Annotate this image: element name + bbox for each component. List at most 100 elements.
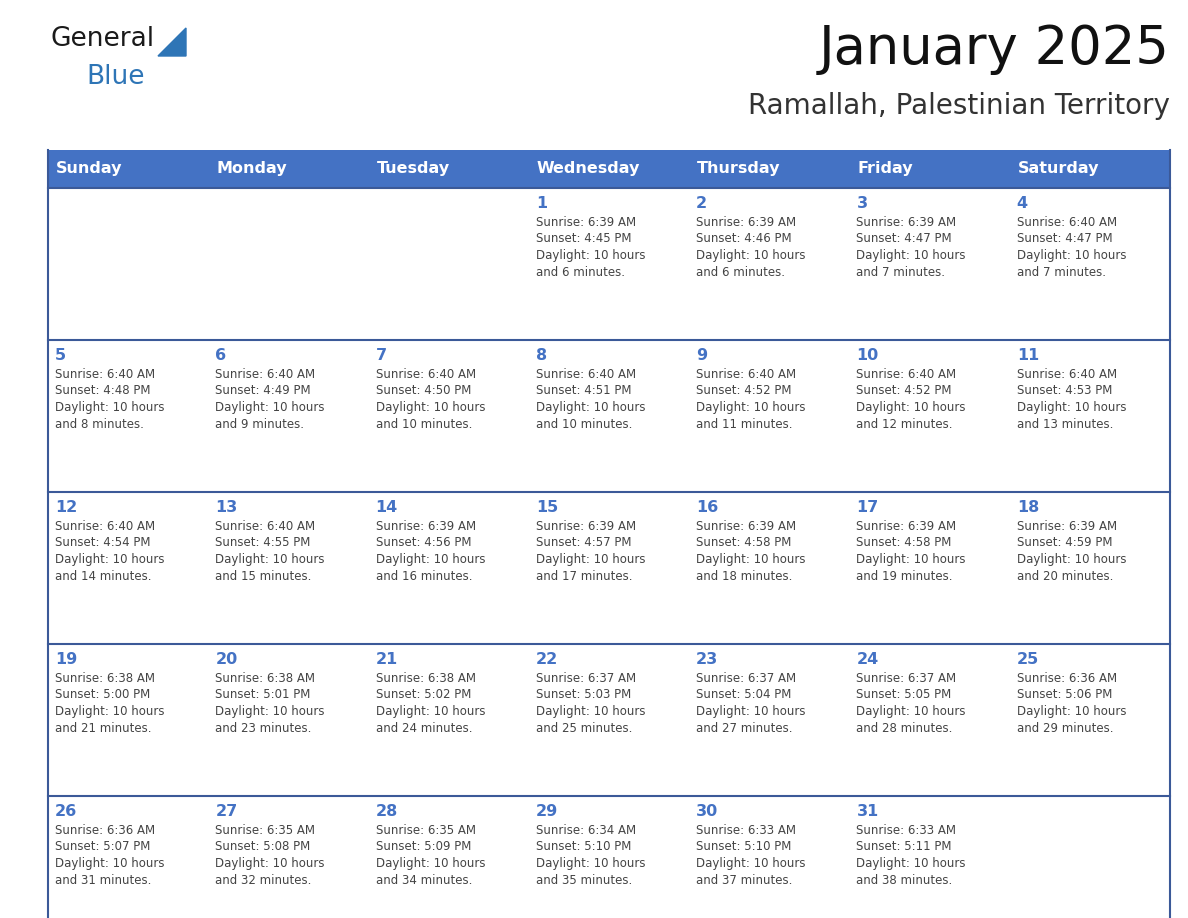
Text: Daylight: 10 hours: Daylight: 10 hours (1017, 249, 1126, 262)
Text: 6: 6 (215, 348, 227, 363)
Text: 28: 28 (375, 804, 398, 819)
Text: Daylight: 10 hours: Daylight: 10 hours (375, 553, 485, 566)
Text: and 10 minutes.: and 10 minutes. (536, 418, 632, 431)
Text: Sunset: 5:10 PM: Sunset: 5:10 PM (536, 841, 631, 854)
Text: and 18 minutes.: and 18 minutes. (696, 569, 792, 583)
Text: and 6 minutes.: and 6 minutes. (536, 265, 625, 278)
Text: Sunset: 4:46 PM: Sunset: 4:46 PM (696, 232, 791, 245)
Text: and 11 minutes.: and 11 minutes. (696, 418, 792, 431)
Polygon shape (158, 28, 187, 56)
Text: and 38 minutes.: and 38 minutes. (857, 874, 953, 887)
Text: Daylight: 10 hours: Daylight: 10 hours (857, 401, 966, 414)
Text: Sunset: 5:11 PM: Sunset: 5:11 PM (857, 841, 952, 854)
Text: Sunrise: 6:39 AM: Sunrise: 6:39 AM (536, 216, 636, 229)
Text: Sunrise: 6:39 AM: Sunrise: 6:39 AM (1017, 520, 1117, 533)
Text: Sunset: 5:00 PM: Sunset: 5:00 PM (55, 688, 150, 701)
Text: Sunset: 5:04 PM: Sunset: 5:04 PM (696, 688, 791, 701)
Bar (48, 340, 1170, 492)
Text: 13: 13 (215, 500, 238, 515)
Text: and 20 minutes.: and 20 minutes. (1017, 569, 1113, 583)
Text: and 31 minutes.: and 31 minutes. (55, 874, 151, 887)
Text: and 17 minutes.: and 17 minutes. (536, 569, 632, 583)
Text: Daylight: 10 hours: Daylight: 10 hours (696, 553, 805, 566)
Bar (48, 644, 1170, 796)
Text: 16: 16 (696, 500, 719, 515)
Text: Sunrise: 6:39 AM: Sunrise: 6:39 AM (696, 216, 796, 229)
Text: Daylight: 10 hours: Daylight: 10 hours (215, 553, 324, 566)
Text: Daylight: 10 hours: Daylight: 10 hours (1017, 705, 1126, 718)
Text: and 34 minutes.: and 34 minutes. (375, 874, 472, 887)
Text: Daylight: 10 hours: Daylight: 10 hours (696, 857, 805, 870)
Text: Wednesday: Wednesday (537, 162, 640, 176)
Text: Sunrise: 6:39 AM: Sunrise: 6:39 AM (857, 216, 956, 229)
Text: Daylight: 10 hours: Daylight: 10 hours (375, 705, 485, 718)
Bar (48, 188, 1170, 340)
Text: Sunrise: 6:36 AM: Sunrise: 6:36 AM (55, 824, 156, 837)
Text: Sunset: 4:45 PM: Sunset: 4:45 PM (536, 232, 631, 245)
Text: Daylight: 10 hours: Daylight: 10 hours (375, 857, 485, 870)
Text: Daylight: 10 hours: Daylight: 10 hours (536, 401, 645, 414)
Text: 29: 29 (536, 804, 558, 819)
Text: Daylight: 10 hours: Daylight: 10 hours (215, 857, 324, 870)
Text: Sunday: Sunday (56, 162, 122, 176)
Text: 11: 11 (1017, 348, 1040, 363)
Text: January 2025: January 2025 (819, 23, 1170, 75)
Text: Sunset: 5:08 PM: Sunset: 5:08 PM (215, 841, 310, 854)
Text: Daylight: 10 hours: Daylight: 10 hours (857, 705, 966, 718)
Text: 10: 10 (857, 348, 879, 363)
Text: 21: 21 (375, 652, 398, 667)
Text: 18: 18 (1017, 500, 1040, 515)
Text: 23: 23 (696, 652, 719, 667)
Text: Daylight: 10 hours: Daylight: 10 hours (857, 857, 966, 870)
Text: and 29 minutes.: and 29 minutes. (1017, 722, 1113, 734)
Text: Daylight: 10 hours: Daylight: 10 hours (55, 705, 164, 718)
Text: and 14 minutes.: and 14 minutes. (55, 569, 152, 583)
Text: Sunset: 4:52 PM: Sunset: 4:52 PM (857, 385, 952, 397)
Text: Sunrise: 6:39 AM: Sunrise: 6:39 AM (375, 520, 475, 533)
Text: and 32 minutes.: and 32 minutes. (215, 874, 311, 887)
Text: Sunrise: 6:40 AM: Sunrise: 6:40 AM (1017, 368, 1117, 381)
Text: and 21 minutes.: and 21 minutes. (55, 722, 152, 734)
Text: Sunset: 5:06 PM: Sunset: 5:06 PM (1017, 688, 1112, 701)
Text: Sunrise: 6:40 AM: Sunrise: 6:40 AM (55, 520, 156, 533)
Text: Sunset: 4:54 PM: Sunset: 4:54 PM (55, 536, 151, 550)
Text: 8: 8 (536, 348, 546, 363)
Text: Sunrise: 6:39 AM: Sunrise: 6:39 AM (536, 520, 636, 533)
Bar (48, 150, 1170, 188)
Text: Sunset: 5:07 PM: Sunset: 5:07 PM (55, 841, 151, 854)
Text: Sunset: 4:59 PM: Sunset: 4:59 PM (1017, 536, 1112, 550)
Text: and 15 minutes.: and 15 minutes. (215, 569, 311, 583)
Text: Sunset: 4:53 PM: Sunset: 4:53 PM (1017, 385, 1112, 397)
Text: Sunrise: 6:40 AM: Sunrise: 6:40 AM (536, 368, 636, 381)
Text: and 35 minutes.: and 35 minutes. (536, 874, 632, 887)
Text: 12: 12 (55, 500, 77, 515)
Text: 14: 14 (375, 500, 398, 515)
Text: Sunset: 5:01 PM: Sunset: 5:01 PM (215, 688, 310, 701)
Text: Sunrise: 6:38 AM: Sunrise: 6:38 AM (375, 672, 475, 685)
Text: Sunset: 4:58 PM: Sunset: 4:58 PM (857, 536, 952, 550)
Text: Sunset: 4:52 PM: Sunset: 4:52 PM (696, 385, 791, 397)
Text: Sunrise: 6:40 AM: Sunrise: 6:40 AM (696, 368, 796, 381)
Bar (48, 492, 1170, 644)
Text: and 24 minutes.: and 24 minutes. (375, 722, 472, 734)
Text: 7: 7 (375, 348, 387, 363)
Text: General: General (50, 26, 154, 52)
Text: Thursday: Thursday (697, 162, 781, 176)
Text: Sunrise: 6:35 AM: Sunrise: 6:35 AM (375, 824, 475, 837)
Text: 2: 2 (696, 196, 707, 211)
Text: and 6 minutes.: and 6 minutes. (696, 265, 785, 278)
Text: and 9 minutes.: and 9 minutes. (215, 418, 304, 431)
Text: and 12 minutes.: and 12 minutes. (857, 418, 953, 431)
Text: 30: 30 (696, 804, 719, 819)
Text: 20: 20 (215, 652, 238, 667)
Text: Sunrise: 6:40 AM: Sunrise: 6:40 AM (215, 520, 315, 533)
Text: Daylight: 10 hours: Daylight: 10 hours (696, 401, 805, 414)
Text: Sunrise: 6:33 AM: Sunrise: 6:33 AM (857, 824, 956, 837)
Text: Sunrise: 6:37 AM: Sunrise: 6:37 AM (536, 672, 636, 685)
Text: Sunset: 5:02 PM: Sunset: 5:02 PM (375, 688, 470, 701)
Text: and 37 minutes.: and 37 minutes. (696, 874, 792, 887)
Text: Sunrise: 6:39 AM: Sunrise: 6:39 AM (696, 520, 796, 533)
Text: 4: 4 (1017, 196, 1028, 211)
Text: and 27 minutes.: and 27 minutes. (696, 722, 792, 734)
Text: Sunrise: 6:40 AM: Sunrise: 6:40 AM (55, 368, 156, 381)
